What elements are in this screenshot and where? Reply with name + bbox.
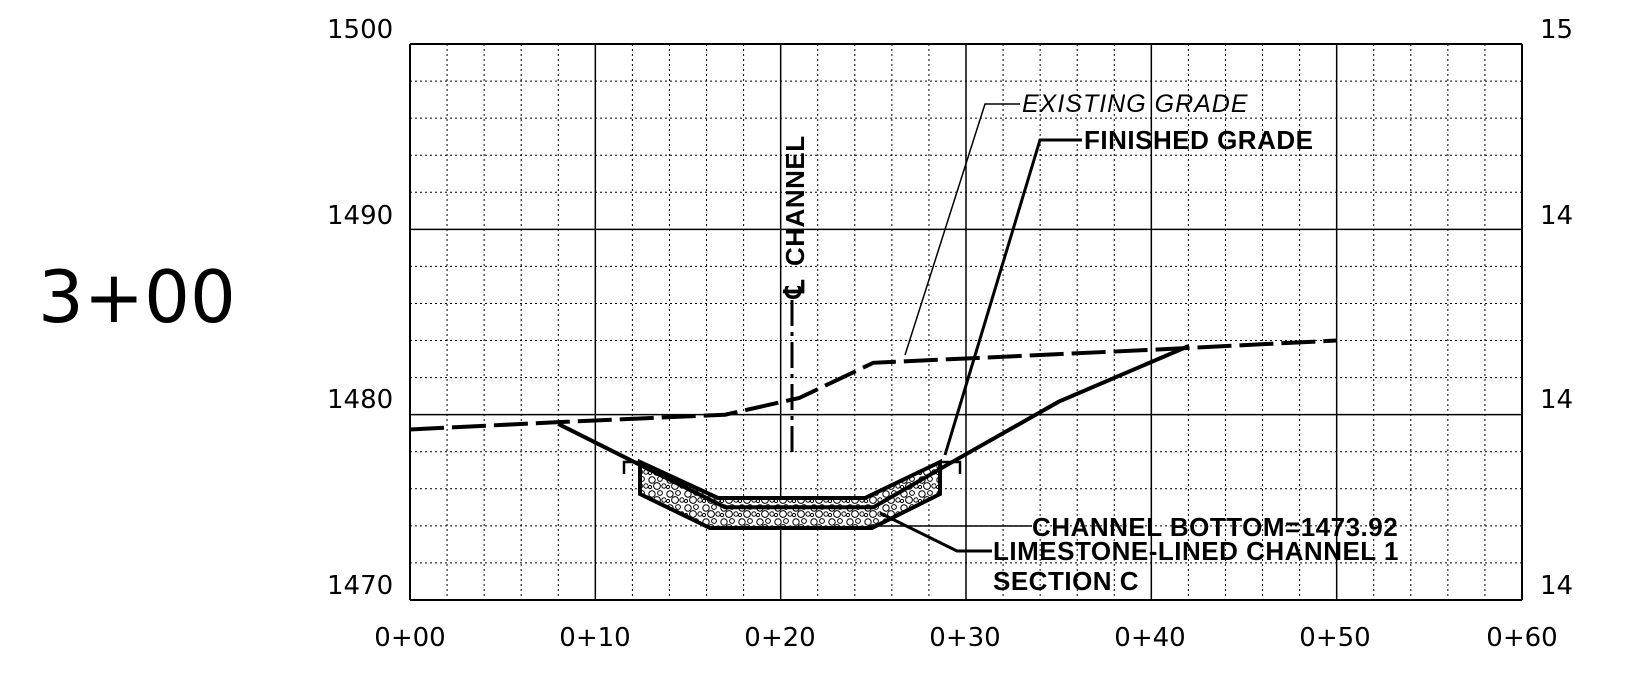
station-label: 3+00 [38,255,236,339]
right-elevation-label: 14 [1540,385,1573,415]
finished-grade-label: FINISHED GRADE [1084,125,1313,155]
elevation-label-1500: 1500 [327,15,393,45]
right-elevation-label: 15 [1540,15,1573,45]
limestone-lined-label: LIMESTONE-LINED CHANNEL 1 [993,536,1399,566]
offset-label-50: 0+50 [1299,623,1370,653]
finished-grade-leader [943,138,1082,456]
elevation-label-1480: 1480 [327,385,393,415]
elevation-label-1490: 1490 [327,201,393,231]
offset-label-40: 0+40 [1114,623,1185,653]
elevation-axis: 1500 1490 1480 1470 [327,15,393,601]
existing-grade-leader [904,103,1020,356]
offset-label-60: 0+60 [1486,623,1557,653]
finished-grade-line [557,344,1190,510]
offset-axis: 0+00 0+10 0+20 0+30 0+40 0+50 0+60 [374,623,1557,653]
offset-label-0: 0+00 [374,623,445,653]
lining-right-bracket [942,460,962,474]
centerline-text: CHANNEL [780,135,810,266]
offset-label-20: 0+20 [744,623,815,653]
existing-grade-line [409,338,1337,432]
centerline-symbol: ℄ [779,279,810,300]
right-elevation-axis: 15 14 14 14 [1540,15,1573,601]
limestone-lined-leader [879,511,992,553]
limestone-lining [638,458,942,530]
right-elevation-label: 14 [1540,571,1573,601]
grid [409,43,1523,601]
offset-label-30: 0+30 [929,623,1000,653]
offset-label-10: 0+10 [559,623,630,653]
centerline-label: ℄ CHANNEL [779,135,810,300]
elevation-label-1470: 1470 [327,571,393,601]
channel-bottom-label: CHANNEL BOTTOM=1473.92 [1032,512,1398,542]
section-label: SECTION C [993,566,1139,596]
right-elevation-label: 14 [1540,201,1573,231]
existing-grade-label: EXISTING GRADE [1022,90,1249,118]
